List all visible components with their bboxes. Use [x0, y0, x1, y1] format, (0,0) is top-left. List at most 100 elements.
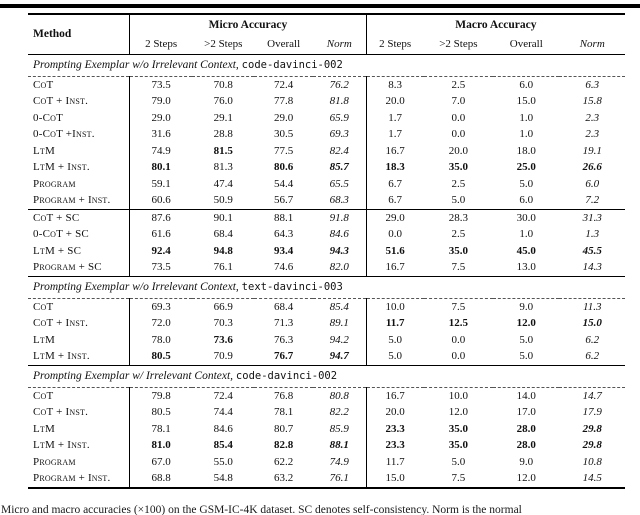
table-row: Program 59.1 47.4 54.4 65.5 6.7 2.5 5.0 6.0	[28, 175, 625, 192]
value-cell: 73.5	[129, 259, 193, 276]
method-cell: Program	[33, 177, 76, 190]
method-cell: LtM	[33, 144, 55, 157]
value-cell: 70.9	[213, 350, 233, 363]
value-cell: 6.2	[585, 333, 600, 346]
value-cell: 12.5	[448, 317, 468, 330]
value-cell: 81.3	[213, 161, 233, 174]
value-cell: 76.0	[213, 95, 233, 108]
section-title-cell: Prompting Exemplar w/o Irrelevant Contex…	[28, 53, 625, 77]
section-model-name: text-davinci-003	[241, 281, 343, 293]
value-cell: 91.8	[312, 208, 367, 226]
table-caption: Micro and macro accuracies (×100) on the…	[1, 504, 522, 515]
table-row: LtM + SC 92.4 94.8 93.4 94.3 51.6 35.0 45.0 45.5	[28, 242, 625, 259]
table-row: 0-CoT 29.0 29.1 29.0 65.9 1.7 0.0 1.0 2.3	[28, 109, 625, 126]
value-cell: 2.5	[451, 78, 466, 91]
value-cell: 50.9	[213, 194, 233, 207]
value-cell: 20.0	[365, 404, 424, 421]
value-cell: 5.0	[519, 177, 534, 190]
table-row: Program + Inst. 68.8 54.8 63.2 76.1 15.0 7.5 12…	[28, 470, 625, 488]
value-cell: 6.7	[365, 192, 424, 209]
value-cell: 74.9	[329, 455, 349, 468]
table-row: CoT + SC 87.6 90.1 88.1 91.8 29.0 28.3 30.0 31.3	[28, 208, 625, 226]
value-cell: 14.7	[582, 389, 602, 402]
value-cell: 16.7	[365, 142, 424, 159]
value-cell: 29.0	[129, 109, 193, 126]
value-cell: 73.6	[213, 333, 233, 346]
value-cell: 11.3	[583, 300, 602, 313]
value-cell: 5.0	[519, 350, 534, 363]
value-cell: 74.4	[213, 406, 233, 419]
section-model-name: code-davinci-002	[241, 59, 343, 71]
macro-subheader-3: Overall	[509, 37, 543, 50]
value-cell: 80.5	[129, 348, 193, 365]
macro-subheader-2: >2 Steps	[439, 37, 478, 50]
value-cell: 9.0	[519, 300, 534, 313]
value-cell: 7.2	[585, 194, 600, 207]
table-row: LtM + Inst. 80.1 81.3 80.6 85.7 18.3 35.0 25.0 2…	[28, 159, 625, 176]
results-table-wrap: Method Micro Accuracy Macro Accuracy 2 Step…	[28, 13, 625, 489]
results-table: Method Micro Accuracy Macro Accuracy 2 Step…	[28, 13, 625, 489]
method-cell: LtM + Inst.	[33, 161, 90, 174]
value-cell: 25.0	[516, 161, 536, 174]
method-cell: Program + Inst.	[33, 472, 111, 485]
method-cell: LtM + Inst.	[33, 439, 90, 452]
value-cell: 5.0	[451, 455, 466, 468]
value-cell: 31.3	[559, 208, 625, 226]
section-title-italic: Prompting Exemplar w/ Irrelevant Context…	[33, 370, 236, 382]
value-cell: 23.3	[365, 420, 424, 437]
value-cell: 6.0	[585, 177, 600, 190]
method-cell: LtM	[33, 333, 55, 346]
value-cell: 51.6	[365, 242, 424, 259]
value-cell: 85.9	[329, 422, 349, 435]
value-cell: 55.0	[213, 455, 233, 468]
value-cell: 7.5	[451, 300, 466, 313]
value-cell: 17.9	[582, 406, 602, 419]
micro-subheader-1: 2 Steps	[129, 34, 193, 54]
value-cell: 45.5	[582, 244, 602, 257]
value-cell: 80.8	[329, 389, 349, 402]
value-cell: 30.0	[493, 208, 560, 226]
value-cell: 90.1	[192, 208, 255, 226]
value-cell: 12.0	[516, 472, 536, 485]
value-cell: 66.9	[213, 300, 233, 313]
value-cell: 94.2	[329, 333, 349, 346]
value-cell: 12.0	[516, 317, 536, 330]
value-cell: 29.0	[365, 208, 424, 226]
value-cell: 70.8	[213, 78, 233, 91]
method-cell: CoT + Inst.	[33, 406, 89, 419]
value-cell: 65.9	[329, 111, 349, 124]
value-cell: 5.0	[519, 333, 534, 346]
value-cell: 6.3	[585, 78, 600, 91]
value-cell: 72.4	[213, 389, 233, 402]
value-cell: 79.0	[129, 93, 193, 110]
value-cell: 89.1	[329, 317, 349, 330]
value-cell: 17.0	[516, 406, 536, 419]
value-cell: 0.0	[365, 226, 424, 243]
value-cell: 84.6	[213, 422, 233, 435]
value-cell: 16.7	[365, 259, 424, 276]
value-cell: 68.3	[329, 194, 349, 207]
value-cell: 74.9	[129, 142, 193, 159]
value-cell: 72.0	[129, 315, 193, 332]
micro-subheader-4: Norm	[326, 37, 352, 50]
value-cell: 93.4	[274, 244, 294, 257]
method-cell: Program + SC	[33, 261, 102, 274]
value-cell: 10.0	[365, 298, 424, 315]
value-cell: 85.7	[329, 161, 349, 174]
value-cell: 20.0	[365, 93, 424, 110]
value-cell: 0.0	[451, 128, 466, 141]
method-cell: LtM + SC	[33, 244, 82, 257]
value-cell: 70.3	[213, 317, 233, 330]
method-cell: CoT	[33, 389, 54, 402]
value-cell: 1.7	[365, 109, 424, 126]
method-cell: CoT	[33, 300, 54, 313]
value-cell: 62.2	[274, 455, 294, 468]
table-row: LtM 74.9 81.5 77.5 82.4 16.7 20.0 18.0 19.1	[28, 142, 625, 159]
value-cell: 85.4	[329, 300, 349, 313]
value-cell: 35.0	[448, 161, 468, 174]
value-cell: 0.0	[451, 333, 466, 346]
micro-subheader-2: >2 Steps	[204, 37, 243, 50]
value-cell: 56.7	[274, 194, 294, 207]
value-cell: 20.0	[448, 144, 468, 157]
table-row: LtM 78.0 73.6 76.3 94.2 5.0 0.0 5.0 6.2	[28, 331, 625, 348]
